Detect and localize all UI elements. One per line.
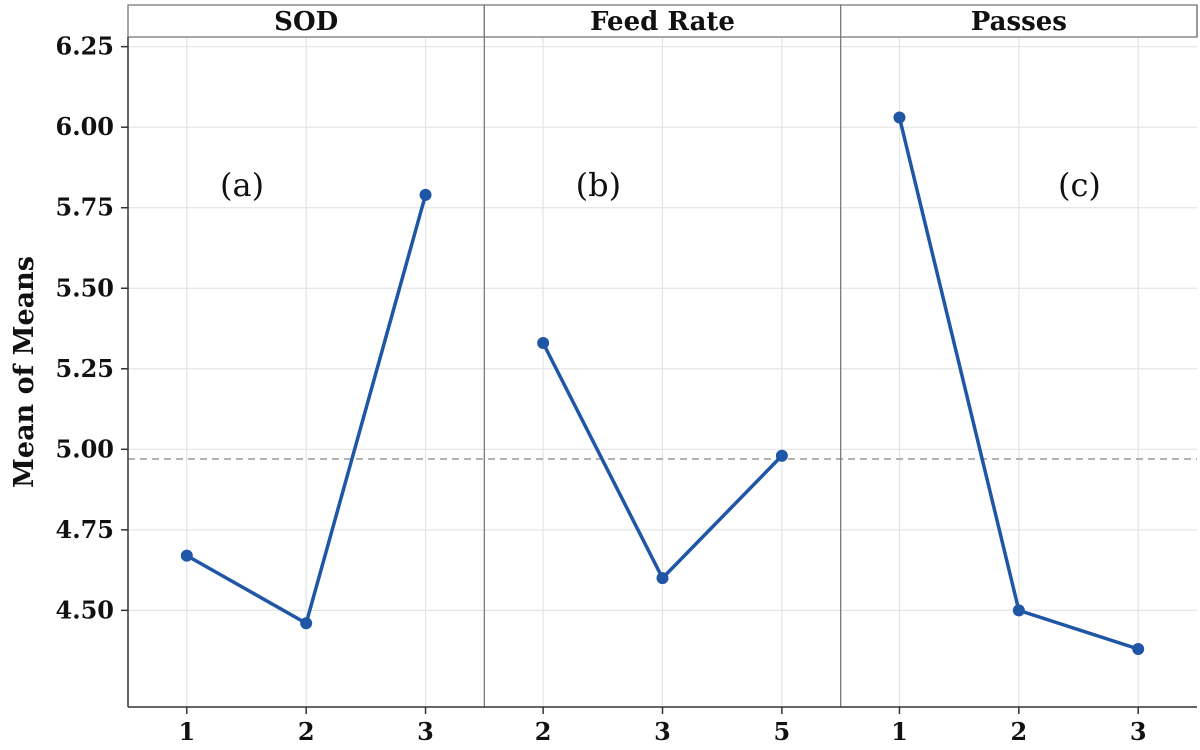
chart-labels: 4.50 4.75 5.00 5.25 5.50 5.75 6.00 6.25 Mean of … [9, 7, 1147, 746]
y-tick-label: 6.00 [56, 112, 114, 141]
data-point [1132, 643, 1145, 656]
x-tick-label: 1 [178, 717, 195, 746]
panel-title: SOD [274, 7, 338, 37]
x-tick-label: 2 [535, 717, 552, 746]
data-point [180, 549, 193, 562]
panel-frames [121, 4, 1198, 714]
y-tick-label: 5.75 [56, 193, 114, 222]
panel-annotation: (c) [1058, 166, 1101, 204]
x-tick-label: 2 [1010, 717, 1027, 746]
panel-title: Passes [971, 7, 1067, 37]
y-tick-label: 5.50 [56, 273, 114, 302]
y-tick-label: 4.50 [56, 595, 114, 624]
x-tick-label: 3 [417, 717, 434, 746]
grid-lines [128, 37, 1197, 707]
y-tick-label: 5.00 [56, 434, 114, 463]
panel-title: Feed Rate [590, 7, 735, 37]
panel-annotation: (b) [576, 166, 621, 204]
x-tick-label: 3 [654, 717, 671, 746]
data-point [775, 449, 788, 462]
panel-annotation: (a) [220, 166, 264, 204]
data-point [656, 572, 669, 585]
data-point [1012, 604, 1025, 617]
data-point [419, 188, 432, 201]
y-tick-label: 6.25 [56, 32, 114, 61]
x-tick-label: 1 [891, 717, 908, 746]
x-tick-label: 5 [774, 717, 791, 746]
y-axis-label: Mean of Means [9, 256, 40, 488]
data-point [537, 337, 550, 350]
series-lines [180, 111, 1145, 656]
y-tick-label: 4.75 [56, 515, 114, 544]
x-tick-label: 2 [298, 717, 315, 746]
data-point [893, 111, 906, 124]
data-point [300, 617, 313, 630]
y-tick-label: 5.25 [56, 354, 114, 383]
x-tick-label: 3 [1130, 717, 1147, 746]
panel-header [127, 4, 485, 38]
